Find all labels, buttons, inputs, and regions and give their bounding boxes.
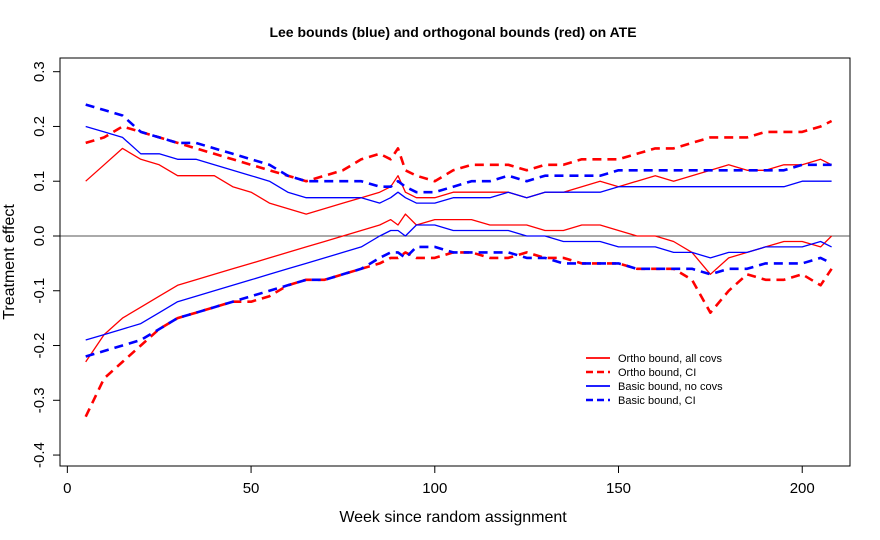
series-line-ortho-bound-all-covs-upper	[85, 147, 832, 215]
y-axis-title: Treatment effect	[1, 204, 18, 320]
series-layer	[84, 103, 833, 418]
y-tick-label: -0.2	[31, 333, 48, 359]
series-line-basic-bound-no-covs-upper	[85, 125, 832, 204]
chart-title: Lee bounds (blue) and orthogonal bounds …	[269, 24, 636, 40]
legend-label: Ortho bound, CI	[618, 367, 696, 379]
y-tick-label: 0.3	[31, 61, 48, 82]
x-tick-label: 100	[422, 480, 447, 497]
x-tick-label: 50	[243, 480, 260, 497]
y-tick-label: 0.2	[31, 116, 48, 137]
y-tick-label: 0.1	[31, 171, 48, 192]
legend-label: Ortho bound, all covs	[618, 353, 722, 365]
series-line-basic-bound-no-covs-lower	[85, 224, 832, 341]
series-line-ortho-bound-all-covs-lower	[85, 213, 833, 363]
x-axis-title: Week since random assignment	[339, 509, 567, 526]
x-tick-label: 0	[63, 480, 71, 497]
series-line-basic-bound-ci-upper	[85, 103, 832, 194]
y-axis: -0.4 -0.3 -0.2 -0.1 0.0 0.1 0.2 0.3	[31, 61, 61, 468]
series-line-basic-bound-ci-lower	[85, 245, 833, 358]
x-tick-label: 200	[790, 480, 815, 497]
x-axis: 0 50 100 150 200	[63, 465, 815, 497]
legend: Ortho bound, all covs Ortho bound, CI Basi…	[586, 353, 723, 407]
legend-label: Basic bound, CI	[618, 395, 696, 407]
plot-area-frame	[59, 57, 851, 467]
y-tick-label: 0.0	[31, 226, 48, 247]
series-line-ortho-bound-ci-upper	[85, 119, 833, 183]
x-tick-label: 150	[606, 480, 631, 497]
y-tick-label: -0.4	[31, 442, 48, 468]
y-tick-label: -0.3	[31, 387, 48, 413]
series-line-ortho-bound-ci-lower	[84, 251, 833, 418]
legend-label: Basic bound, no covs	[618, 381, 723, 393]
y-tick-label: -0.1	[31, 278, 48, 304]
